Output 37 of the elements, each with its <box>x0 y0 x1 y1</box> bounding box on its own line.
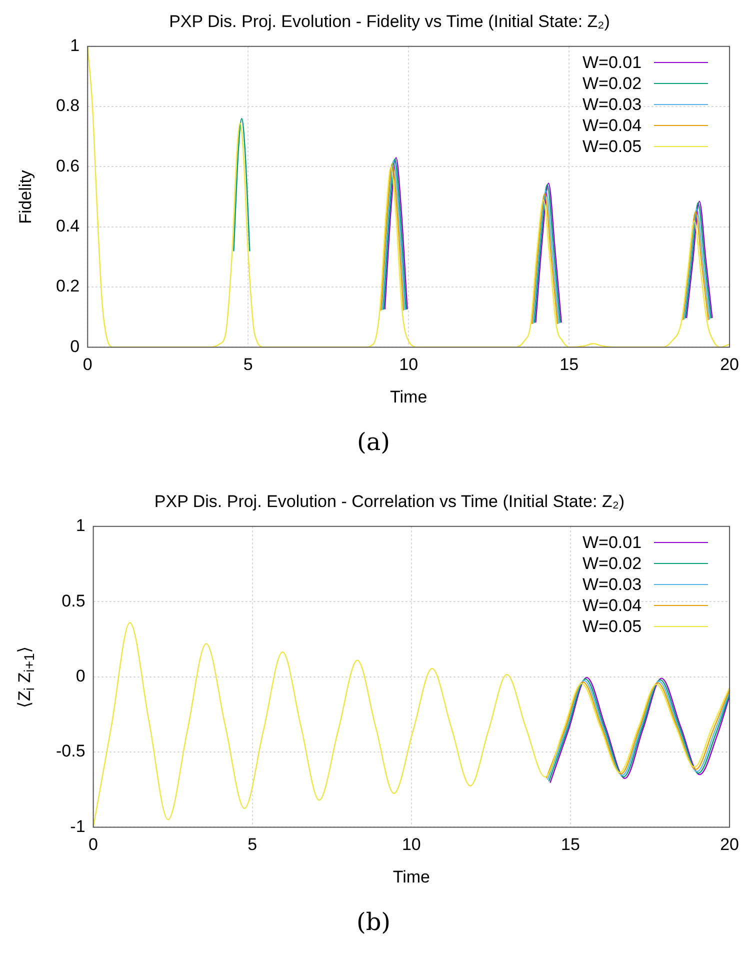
legend-label: W=0.04 <box>582 115 642 136</box>
x-tick-label: 15 <box>561 835 580 854</box>
x-tick-label: 15 <box>560 355 579 374</box>
legend-label: W=0.05 <box>582 136 642 158</box>
y-axis-title: Fidelity <box>16 170 36 224</box>
x-tick-label: 20 <box>720 355 740 374</box>
chart-title: PXP Dis. Proj. Evolution - Correlation vs Time (Initial State: Z₂) <box>154 492 625 511</box>
y-tick-label: 0 <box>70 336 80 356</box>
y-tick-label: 0.4 <box>56 216 80 236</box>
y-tick-label: -0.5 <box>56 742 86 761</box>
chart-title: PXP Dis. Proj. Evolution - Fidelity vs Time (Initial State: Z₂) <box>169 12 610 31</box>
y-tick-label: 0 <box>76 666 86 686</box>
y-tick-label: -1 <box>70 816 86 836</box>
legend-label: W=0.04 <box>582 595 642 616</box>
x-axis-title: Time <box>390 387 428 406</box>
x-tick-label: 10 <box>402 835 421 854</box>
legend-label: W=0.02 <box>582 553 642 574</box>
text: (b) <box>355 908 392 936</box>
x-axis-title: Time <box>392 867 430 886</box>
legend-label: W=0.01 <box>582 532 642 554</box>
legend-label: W=0.02 <box>582 73 642 94</box>
x-tick-label: 5 <box>248 835 258 854</box>
x-tick-label: 20 <box>720 835 740 854</box>
text: (a) <box>356 428 392 456</box>
x-tick-label: 5 <box>243 355 253 374</box>
y-tick-label: 0.8 <box>56 96 80 116</box>
y-tick-label: 1 <box>76 516 86 536</box>
legend-label: W=0.01 <box>582 52 642 74</box>
y-tick-label: 0.6 <box>56 156 80 176</box>
y-tick-label: 1 <box>70 36 80 56</box>
x-tick-label: 10 <box>399 355 418 374</box>
y-tick-label: 0.2 <box>56 276 80 296</box>
x-tick-label: 0 <box>88 835 98 854</box>
legend-label: W=0.03 <box>582 574 642 596</box>
legend-label: W=0.05 <box>582 616 642 638</box>
legend-label: W=0.03 <box>582 94 642 116</box>
y-tick-label: 0.5 <box>62 591 86 610</box>
